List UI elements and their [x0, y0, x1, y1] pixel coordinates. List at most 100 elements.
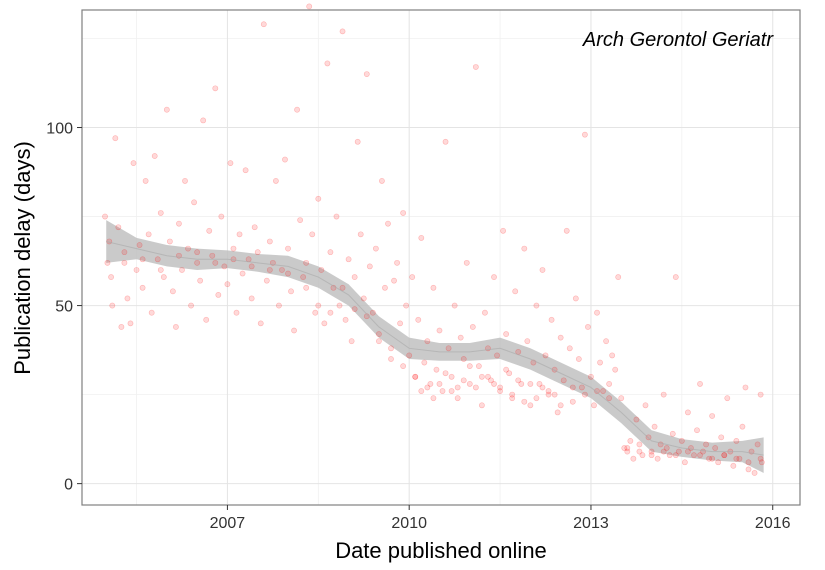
data-point [448, 388, 455, 394]
data-point [303, 259, 310, 266]
data-point [615, 274, 622, 280]
data-point [506, 370, 513, 377]
data-point [388, 345, 394, 352]
data-point [345, 256, 352, 263]
data-point [221, 263, 228, 270]
y-axis-title: Publication delay (days) [10, 141, 35, 375]
data-point [421, 359, 428, 366]
data-point [109, 302, 116, 309]
data-point [375, 338, 382, 345]
data-point [694, 427, 700, 434]
data-point [400, 363, 407, 370]
data-point [569, 398, 576, 405]
data-point [200, 117, 207, 124]
data-point [282, 156, 288, 163]
data-point [115, 224, 122, 231]
data-point [218, 213, 225, 220]
data-point [566, 345, 573, 352]
data-point [254, 249, 261, 256]
data-point [418, 235, 425, 241]
smooth-band [106, 220, 764, 473]
data-point [691, 452, 697, 459]
data-point [127, 320, 134, 327]
data-point [263, 277, 270, 284]
data-point [151, 153, 158, 159]
data-point [560, 377, 567, 384]
data-point [569, 384, 576, 391]
data-point [697, 452, 703, 459]
data-point [266, 238, 273, 245]
data-point [272, 178, 279, 184]
plot-border [81, 9, 801, 506]
data-point [518, 381, 525, 387]
data-point [409, 274, 416, 280]
data-point [108, 274, 114, 280]
data-point [445, 345, 452, 352]
data-point [436, 327, 443, 334]
data-point [321, 320, 328, 327]
data-point [660, 448, 667, 455]
data-point [633, 416, 640, 423]
data-point [148, 309, 155, 316]
data-point [545, 391, 552, 398]
data-point [672, 452, 679, 459]
data-point [142, 178, 149, 184]
data-point [276, 302, 282, 309]
data-point [451, 302, 458, 309]
y-axis: 0 50 100 [46, 121, 82, 494]
data-point [624, 445, 631, 451]
data-point [251, 224, 258, 231]
data-point [666, 452, 673, 459]
data-point [212, 85, 219, 92]
data-point [166, 238, 173, 245]
data-point [497, 384, 503, 391]
data-point [197, 277, 204, 284]
data-point [388, 356, 394, 362]
data-point [351, 306, 358, 313]
data-point [469, 324, 476, 330]
data-point [503, 331, 510, 337]
data-point [542, 352, 549, 359]
data-point [418, 388, 425, 394]
data-point [597, 359, 603, 366]
data-point [715, 459, 722, 466]
data-point [145, 231, 152, 238]
data-point [400, 210, 407, 216]
data-point [730, 462, 737, 469]
data-point [527, 402, 534, 409]
data-point [478, 402, 485, 409]
data-point [348, 338, 355, 345]
data-point [669, 430, 676, 437]
data-point [118, 324, 125, 330]
data-point [203, 316, 210, 323]
data-point [136, 242, 143, 248]
data-point [685, 448, 691, 455]
data-point [442, 370, 449, 377]
data-point [312, 309, 319, 316]
data-point [169, 288, 176, 295]
data-point [257, 320, 264, 327]
data-point [651, 423, 658, 430]
data-point [709, 413, 716, 419]
data-point [636, 448, 643, 455]
y-tick-label: 50 [55, 299, 73, 316]
data-point [160, 274, 167, 280]
data-point [315, 195, 322, 202]
data-point [482, 309, 488, 316]
data-point [718, 434, 725, 441]
data-point [621, 445, 628, 451]
data-point [606, 381, 613, 387]
data-point [394, 259, 400, 266]
data-point [548, 316, 555, 323]
data-points [102, 3, 765, 476]
data-point [194, 249, 201, 256]
y-tick-label: 100 [46, 121, 73, 138]
x-tick-label: 2013 [573, 515, 609, 532]
data-point [512, 288, 519, 295]
data-point [173, 324, 179, 330]
data-point [527, 381, 534, 387]
data-point [288, 288, 294, 295]
data-point [424, 384, 431, 391]
data-point [382, 284, 388, 291]
data-point [557, 334, 564, 341]
